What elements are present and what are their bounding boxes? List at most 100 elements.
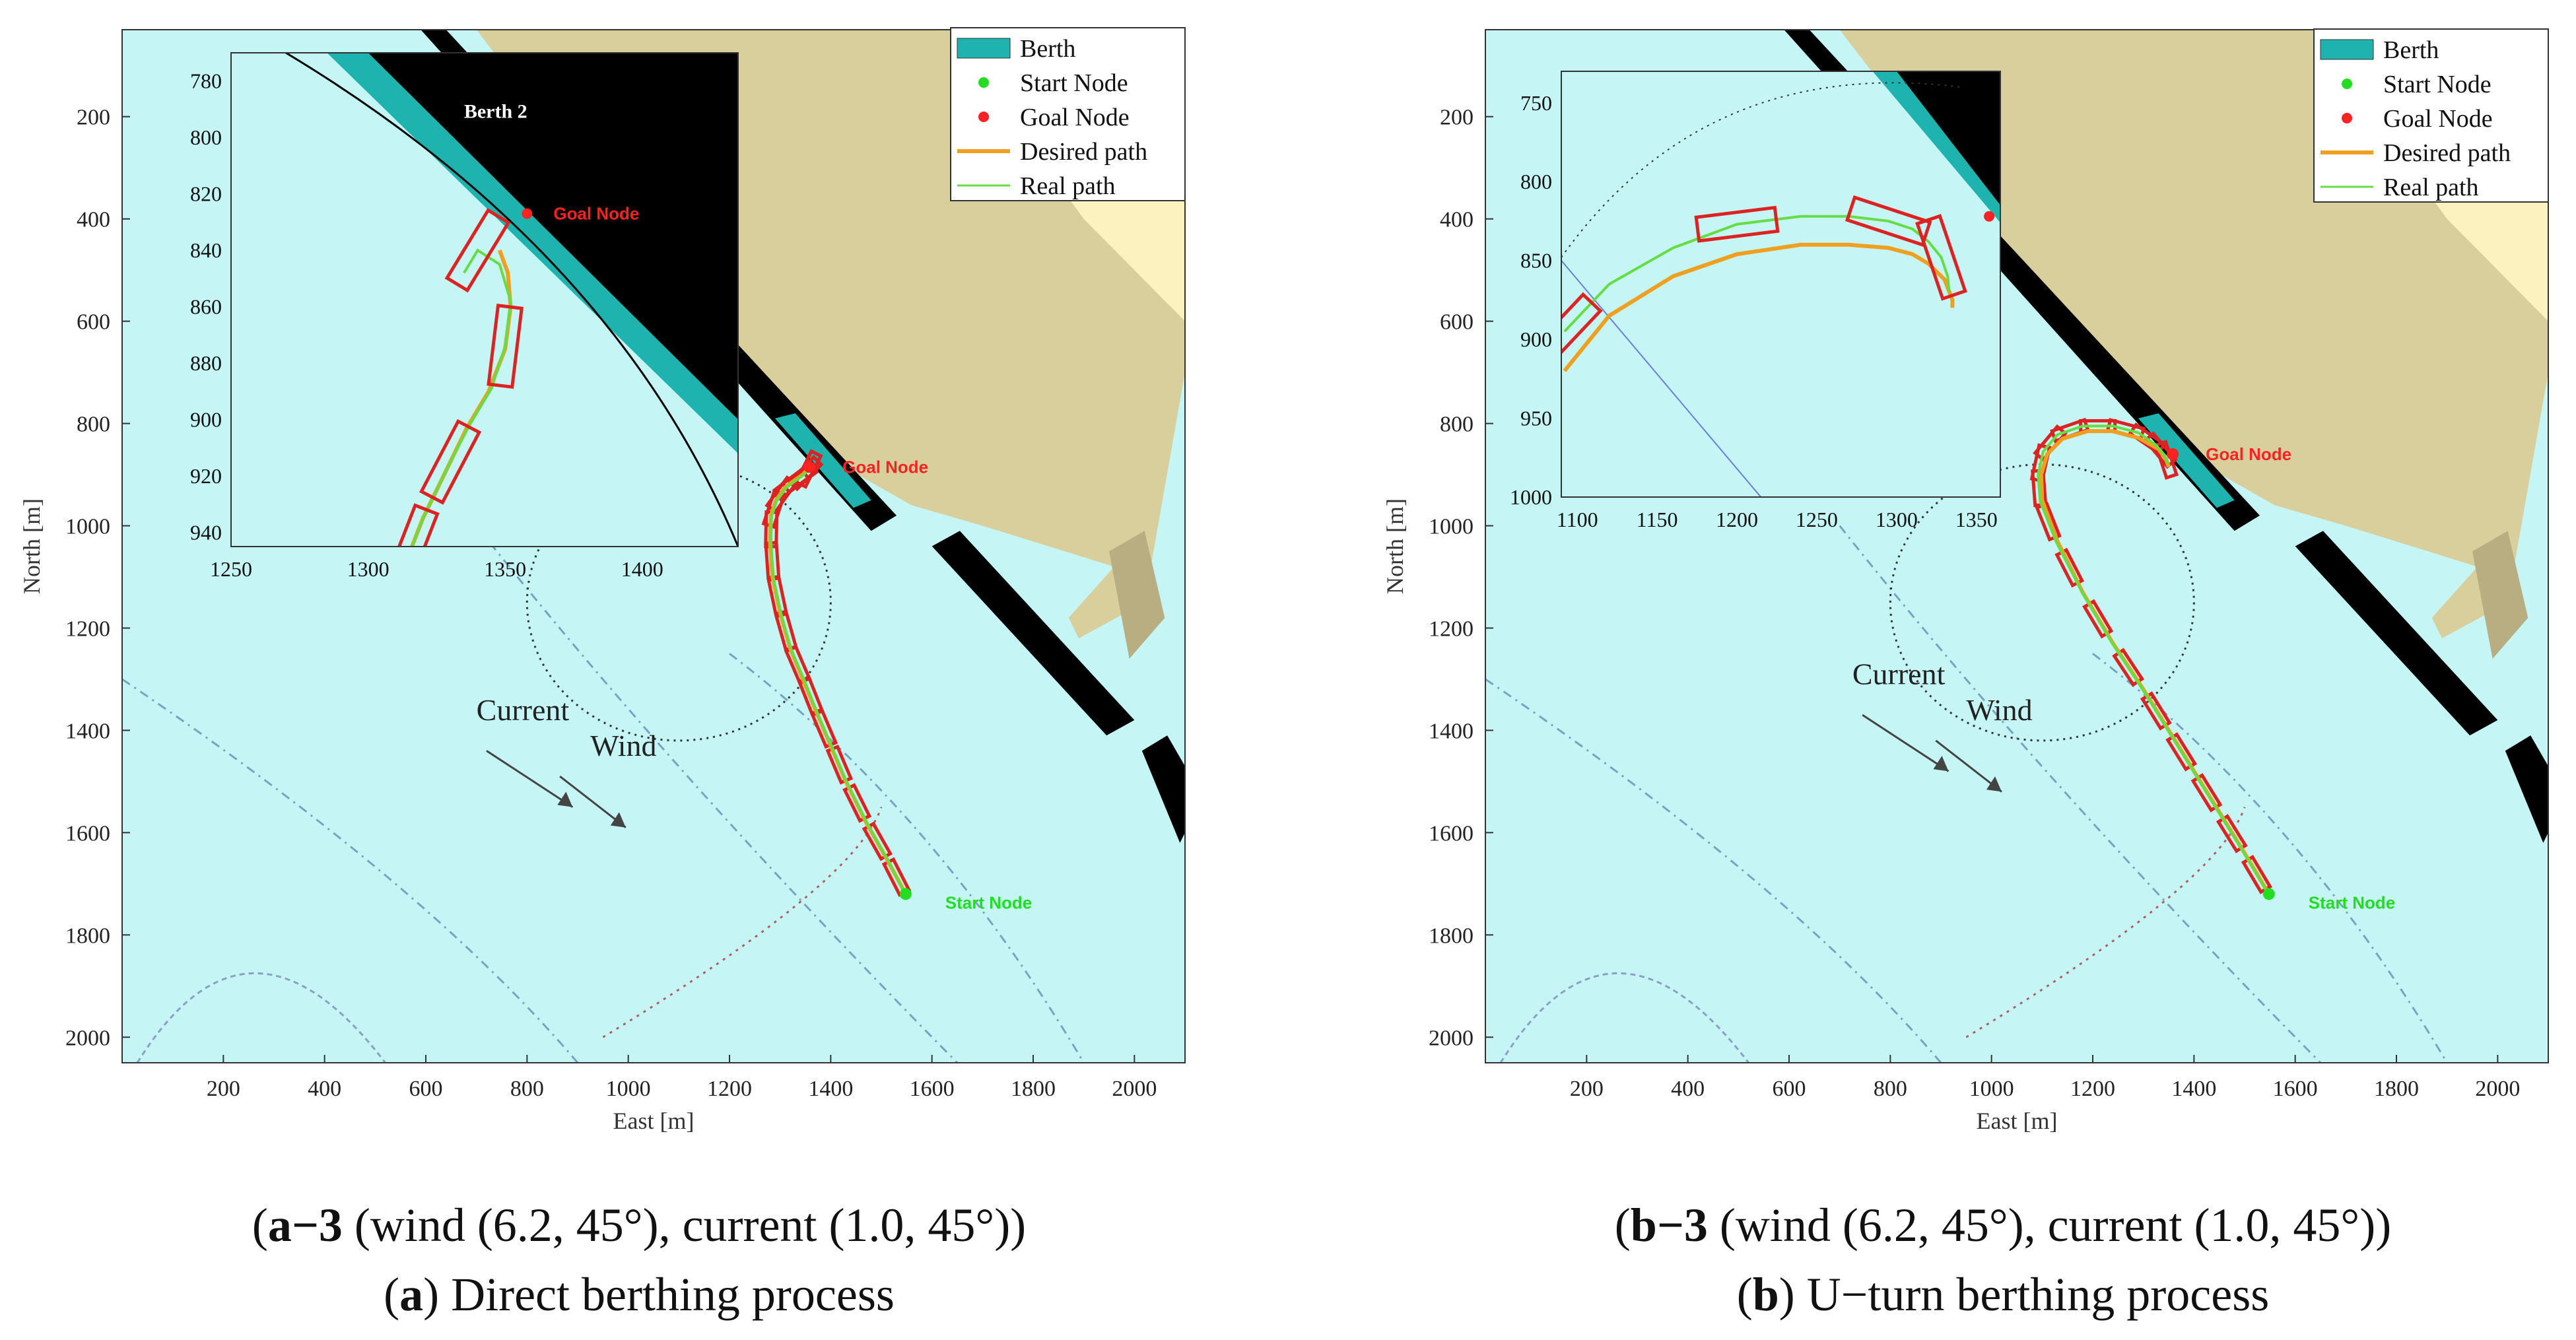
real-path xyxy=(2037,424,2270,896)
y-tick-label: 2000 xyxy=(1429,1026,1474,1050)
goal-node-marker xyxy=(803,461,816,473)
y-tick-label: 1400 xyxy=(65,719,110,743)
inset-x-tick-label: 1350 xyxy=(484,557,526,581)
legend-label: Berth xyxy=(1020,35,1075,63)
inset-x-tick-label: 1400 xyxy=(621,557,663,581)
x-tick-label: 1600 xyxy=(2273,1077,2318,1101)
caption-b2-text: U−turn berthing process xyxy=(1795,1268,2269,1321)
contour-line-2 xyxy=(475,525,959,1063)
start-node-label: Start Node xyxy=(2309,892,2395,912)
legend-label: Berth xyxy=(2383,36,2439,64)
inset-desired-path xyxy=(1563,242,1955,372)
y-tick-label: 600 xyxy=(1440,310,1474,335)
current-arrow xyxy=(1862,714,1949,772)
inset-ship-outline xyxy=(1561,292,1603,371)
legend-label: Goal Node xyxy=(2383,105,2493,133)
x-tick-label: 600 xyxy=(1773,1077,1806,1101)
y-tick-label: 400 xyxy=(1440,208,1474,232)
caption-b-text: (wind (6.2, 45°), current (1.0, 45°)) xyxy=(1708,1199,2391,1252)
quay-wall-3 xyxy=(1141,735,1185,843)
inset-real-path xyxy=(1563,215,1951,333)
x-axis-label: East [m] xyxy=(613,1108,695,1134)
y-axis-label: North [m] xyxy=(1382,498,1408,594)
turning-circle xyxy=(1889,463,2195,742)
caption-b-line1: (b−3 (wind (6.2, 45°), current (1.0, 45°… xyxy=(1615,1199,2391,1252)
inset-y-tick-label: 800 xyxy=(190,125,222,149)
wind-arrowhead xyxy=(1986,776,2002,792)
inset-ship-outline xyxy=(1915,214,1967,301)
inset-y-tick-label: 900 xyxy=(190,408,222,432)
y-tick-label: 800 xyxy=(1440,413,1474,437)
safety-line xyxy=(602,807,883,1038)
caption-b-label: b−3 xyxy=(1631,1199,1708,1252)
x-tick-label: 2000 xyxy=(2475,1077,2520,1101)
y-tick-label: 1800 xyxy=(1429,923,1474,948)
x-tick-label: 200 xyxy=(1570,1077,1604,1101)
x-tick-label: 1200 xyxy=(707,1077,752,1101)
inset-y-tick-label: 1000 xyxy=(1510,485,1552,509)
x-tick-label: 800 xyxy=(1874,1077,1907,1101)
current-label: Current xyxy=(1852,657,1946,691)
y-tick-label: 1200 xyxy=(65,617,110,641)
inset-x-tick-label: 1250 xyxy=(1796,508,1838,531)
berth-strip xyxy=(775,413,871,508)
inset-layer: Berth 2 Goal Node xyxy=(285,53,738,547)
goal-node-marker xyxy=(2167,448,2179,461)
y-tick-label: 800 xyxy=(77,413,110,437)
y-tick-label: 1200 xyxy=(1429,617,1474,641)
inset-frame xyxy=(230,52,739,547)
y-tick-label: 200 xyxy=(1440,106,1474,130)
panel-a: Start Node Goal Node Current Wind 200 400 600 8… xyxy=(18,27,1186,1134)
start-node-marker xyxy=(899,888,912,900)
berth-strip xyxy=(2138,413,2235,508)
x-tick-label: 1600 xyxy=(910,1077,955,1101)
legend-swatch-goal xyxy=(2342,113,2352,123)
x-tick-label: 200 xyxy=(207,1077,240,1101)
inset-coastline xyxy=(285,53,738,547)
caption-a-text: (wind (6.2, 45°), current (1.0, 45°)) xyxy=(343,1199,1026,1252)
goal-node-label: Goal Node xyxy=(2206,444,2291,464)
inset-ship-outline xyxy=(1845,195,1932,247)
inset-ship-outline xyxy=(384,503,440,547)
legend-swatch-berth xyxy=(2320,39,2374,60)
legend-swatch-goal xyxy=(978,112,989,122)
inset-y-tick-label: 780 xyxy=(190,69,222,93)
x-tick-label: 2000 xyxy=(1112,1077,1157,1101)
legend-label: Real path xyxy=(1020,172,1116,200)
inset-ship-outline xyxy=(1694,205,1780,243)
y-tick-label: 1600 xyxy=(1429,821,1474,846)
wind-arrowhead xyxy=(610,812,626,828)
land-edge xyxy=(2472,531,2528,659)
real-path xyxy=(769,466,907,896)
current-arrowhead xyxy=(1933,756,1949,772)
current-arrowhead xyxy=(557,791,573,807)
inset-x-tick-label: 1150 xyxy=(1637,508,1678,531)
y-tick-label: 1400 xyxy=(1429,719,1474,743)
inset-goal-marker xyxy=(1984,211,1995,222)
inset-y-tick-label: 950 xyxy=(1520,407,1552,430)
legend-swatch-berth xyxy=(957,38,1011,59)
y-tick-label: 1600 xyxy=(65,821,110,846)
inset-berth xyxy=(1872,71,2000,223)
y-tick-label: 1000 xyxy=(1429,515,1474,539)
x-tick-label: 1800 xyxy=(2374,1077,2419,1101)
y-tick-label: 600 xyxy=(77,310,110,335)
goal-node-label: Goal Node xyxy=(842,457,928,477)
y-tick-label: 2000 xyxy=(65,1026,110,1050)
inset-y-tick-label: 750 xyxy=(1520,91,1552,115)
y-tick-label: 1800 xyxy=(65,923,110,948)
x-tick-label: 1000 xyxy=(606,1077,651,1101)
caption-a-label: a−3 xyxy=(268,1199,343,1252)
axes-frame xyxy=(121,29,1186,1063)
axes-frame xyxy=(1485,29,2549,1063)
x-tick-label: 1000 xyxy=(1969,1077,2014,1101)
inset-goal-label: Goal Node xyxy=(553,204,639,224)
x-tick-label: 800 xyxy=(510,1077,544,1101)
safety-line xyxy=(1965,807,2246,1038)
turning-circle xyxy=(525,463,832,742)
inset-ship-outline xyxy=(419,419,482,505)
inset-y-tick-label: 840 xyxy=(190,238,222,262)
current-arrow xyxy=(486,750,574,808)
caption-a2-label: a xyxy=(399,1268,423,1321)
contour-line-1 xyxy=(122,678,579,1063)
